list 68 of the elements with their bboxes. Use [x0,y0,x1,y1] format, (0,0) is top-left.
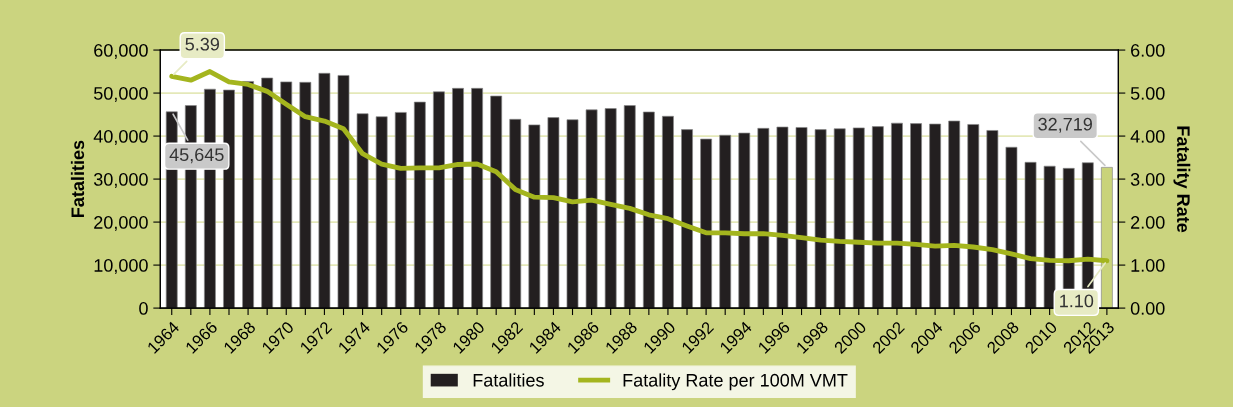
bar [929,123,941,309]
y-axis-title: Fatalities [70,140,85,217]
bar [604,108,617,309]
bar [413,101,426,309]
y2-tick-label: 3.00 [1130,173,1165,186]
bar [738,132,751,309]
bar [375,116,388,309]
bar [852,127,865,309]
y-tick-label: 0 [139,302,148,315]
bar [433,91,445,309]
bar [356,113,369,309]
bar [719,134,732,309]
bar [318,72,331,309]
bar [623,105,636,309]
bar [547,117,560,309]
data-label: 5.39 [185,37,220,51]
y2-tick-label: 2.00 [1131,216,1165,229]
y2-tick-label: 4.00 [1130,130,1165,143]
line-series [169,69,1110,264]
bar [700,138,712,309]
bar [871,126,884,309]
bar [566,119,579,309]
y-tick-label: 60,000 [94,44,148,59]
y2-axis-title: Fatality Rate [1173,126,1191,233]
bar [337,75,350,309]
bar [223,89,235,309]
y-tick-label: 40,000 [93,130,148,145]
legend-label: Fatalities [473,373,544,387]
bar [261,77,274,309]
bar [528,124,541,309]
bar [1005,146,1018,309]
bar [585,109,598,309]
bar [394,112,407,309]
bar [452,87,464,309]
bar [776,126,789,309]
bar [910,123,922,309]
y2-tick-label: 0.00 [1130,302,1165,315]
y-tick-label: 10,000 [94,259,148,274]
y2-tick-label: 6.00 [1131,44,1165,57]
bar [242,81,254,309]
bar [280,81,293,309]
y-tick-label: 30,000 [93,173,148,188]
bar [814,129,827,309]
bar [795,127,808,309]
bar [967,124,980,309]
bar [986,130,999,309]
bar [1024,161,1037,309]
bar [948,120,961,309]
y-tick-label: 20,000 [94,216,148,231]
bar [471,87,483,309]
bar [509,118,522,309]
bar [681,129,693,309]
bar [891,122,903,309]
data-label: 32,719 [1038,117,1092,133]
bar [299,81,312,309]
bar [1043,165,1056,309]
bar [1101,167,1113,309]
y2-tick-label: 5.00 [1130,87,1165,100]
data-label: 45,645 [169,148,224,164]
y-tick-label: 50,000 [93,87,148,102]
bar [833,128,846,309]
bar [662,115,674,309]
bar [757,127,770,309]
y2-tick-label: 1.00 [1131,259,1165,272]
bar [490,95,503,309]
data-label: 1.10 [1060,294,1094,308]
legend-label: Fatality Rate per 100M VMT [623,373,848,391]
bar [642,111,655,309]
